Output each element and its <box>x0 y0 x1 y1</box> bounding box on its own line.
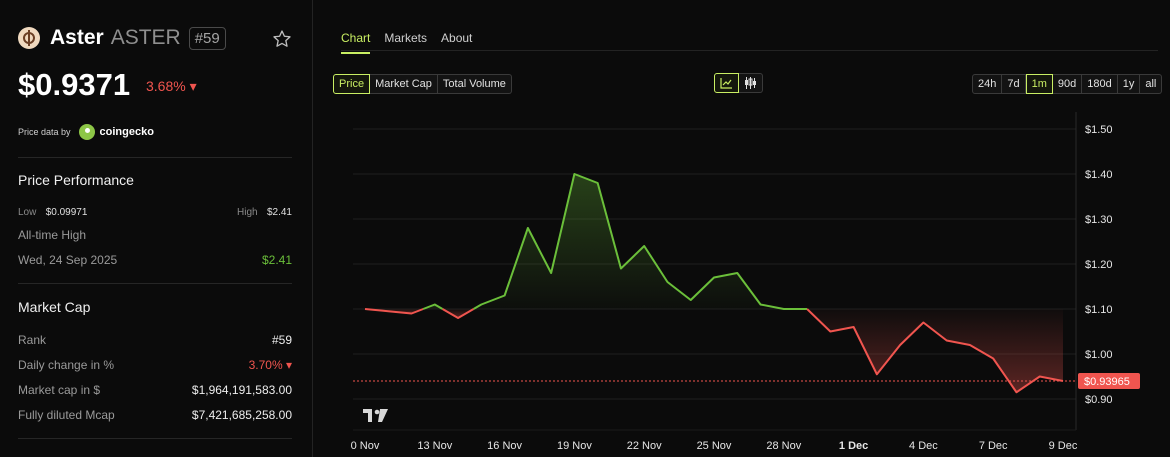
x-tick-label: 16 Nov <box>487 440 522 452</box>
high-value: $2.41 <box>266 207 292 218</box>
x-tick-label: 7 Dec <box>979 440 1008 452</box>
market-cap-row: Fully diluted Mcap $7,421,685,258.00 <box>18 408 292 422</box>
price-change-24h: 3.68% ▾ <box>146 78 197 94</box>
tab-bar: Chart Markets About <box>341 31 486 54</box>
x-tick-label: 25 Nov <box>697 440 732 452</box>
price-data-attribution: Price data by coingecko <box>18 124 154 140</box>
low-value: $0.09971 <box>45 207 88 218</box>
market-cap-row: Daily change in % 3.70% ▾ <box>18 358 292 372</box>
tradingview-logo-icon <box>363 409 388 422</box>
market-cap-row: Rank #59 <box>18 333 292 347</box>
x-tick-label: 28 Nov <box>766 440 801 452</box>
price-line-down <box>364 308 424 315</box>
row-label: Daily change in % <box>18 358 115 372</box>
row-value: $7,421,685,258.00 <box>191 408 292 422</box>
ath-label: All-time High <box>18 228 87 242</box>
coin-name: Aster <box>50 26 104 49</box>
coin-symbol: ASTER <box>110 26 181 49</box>
ath-date: Wed, 24 Sep 2025 <box>18 253 118 267</box>
range-1y-button[interactable]: 1y <box>1117 74 1141 94</box>
ath-row: Wed, 24 Sep 2025 $2.41 <box>18 253 292 267</box>
price-line-down <box>442 308 475 319</box>
current-price-label: $0.93965 <box>1084 376 1130 388</box>
line-chart-icon[interactable] <box>714 73 739 93</box>
total-volume-metric-button[interactable]: Total Volume <box>437 74 512 94</box>
row-value: #59 <box>271 333 292 347</box>
row-label: Rank <box>18 333 47 347</box>
low-high-row: Low $0.09971 High $2.41 <box>18 204 292 218</box>
price-line-up <box>473 173 808 310</box>
coin-rank-badge: #59 <box>188 26 226 50</box>
tab-markets[interactable]: Markets <box>384 31 428 45</box>
current-price-tag <box>1078 373 1140 389</box>
price-chart[interactable]: $1.50 $1.40 $1.30 $1.20 $1.10 $1.00 $0.90 $0.93… <box>313 112 1170 457</box>
range-7d-button[interactable]: 7d <box>1002 74 1026 94</box>
range-90d-button[interactable]: 90d <box>1052 74 1083 94</box>
coingecko-logo-icon <box>78 124 95 140</box>
panel-divider <box>312 0 313 457</box>
x-tick-label: 9 Dec <box>1049 440 1078 452</box>
price-line-up <box>422 303 444 310</box>
high-label: High <box>237 207 258 218</box>
x-tick-label: 0 Nov <box>351 440 380 452</box>
chart-panel: Chart Markets About Price Market Cap Tot… <box>313 0 1170 457</box>
range-24h-button[interactable]: 24h <box>972 74 1003 94</box>
coingecko-link[interactable]: coingecko <box>99 126 154 138</box>
time-range-toggle: 24h 7d 1m 90d 180d 1y all <box>972 74 1163 94</box>
price-performance-title: Price Performance <box>18 172 134 188</box>
market-cap-metric-button[interactable]: Market Cap <box>370 74 438 94</box>
ath-label-row: All-time High <box>18 228 292 242</box>
market-cap-title: Market Cap <box>18 299 91 315</box>
divider <box>18 157 292 158</box>
price-metric-button[interactable]: Price <box>333 74 371 94</box>
coin-info-panel: Aster ASTER #59 $0.9371 3.68% ▾ Price da… <box>0 0 312 457</box>
price-data-label: Price data by <box>18 127 71 137</box>
row-value: $1,964,191,583.00 <box>191 383 292 397</box>
candlestick-icon[interactable] <box>739 73 763 93</box>
range-180d-button[interactable]: 180d <box>1082 74 1118 94</box>
y-tick-label: $1.20 <box>1085 259 1113 271</box>
view-toggle <box>714 73 763 93</box>
tab-about[interactable]: About <box>441 31 473 45</box>
y-tick-label: $1.50 <box>1085 124 1113 136</box>
x-tick-label: 4 Dec <box>909 440 938 452</box>
range-1m-button[interactable]: 1m <box>1025 74 1053 94</box>
row-label: Market cap in $ <box>18 383 101 397</box>
low-label: Low <box>18 207 37 218</box>
coin-header: Aster ASTER #59 <box>18 26 226 50</box>
area-above-baseline <box>473 174 808 309</box>
area-below-baseline <box>442 309 474 318</box>
divider <box>18 438 292 439</box>
star-icon[interactable] <box>272 29 292 49</box>
aster-logo-icon <box>18 27 40 49</box>
y-tick-label: $1.40 <box>1085 169 1113 181</box>
x-tick-label: 1 Dec <box>839 440 868 452</box>
divider <box>18 283 292 284</box>
row-value: 3.70% ▾ <box>248 358 292 372</box>
area-below-baseline <box>807 309 1063 393</box>
ath-value: $2.41 <box>261 253 292 267</box>
x-tick-label: 22 Nov <box>627 440 662 452</box>
y-tick-label: $1.30 <box>1085 214 1113 226</box>
x-tick-label: 19 Nov <box>557 440 592 452</box>
tab-divider <box>341 50 1158 51</box>
y-tick-label: $1.10 <box>1085 304 1113 316</box>
y-tick-label: $0.90 <box>1085 394 1113 406</box>
market-cap-row: Market cap in $ $1,964,191,583.00 <box>18 383 292 397</box>
metric-toggle: Price Market Cap Total Volume <box>333 74 512 94</box>
price-line-down <box>806 308 1064 394</box>
range-all-button[interactable]: all <box>1140 74 1163 94</box>
row-label: Fully diluted Mcap <box>18 408 115 422</box>
current-price: $0.9371 <box>18 67 131 102</box>
x-tick-label: 13 Nov <box>417 440 452 452</box>
y-tick-label: $1.00 <box>1085 349 1113 361</box>
tab-chart[interactable]: Chart <box>341 31 371 54</box>
